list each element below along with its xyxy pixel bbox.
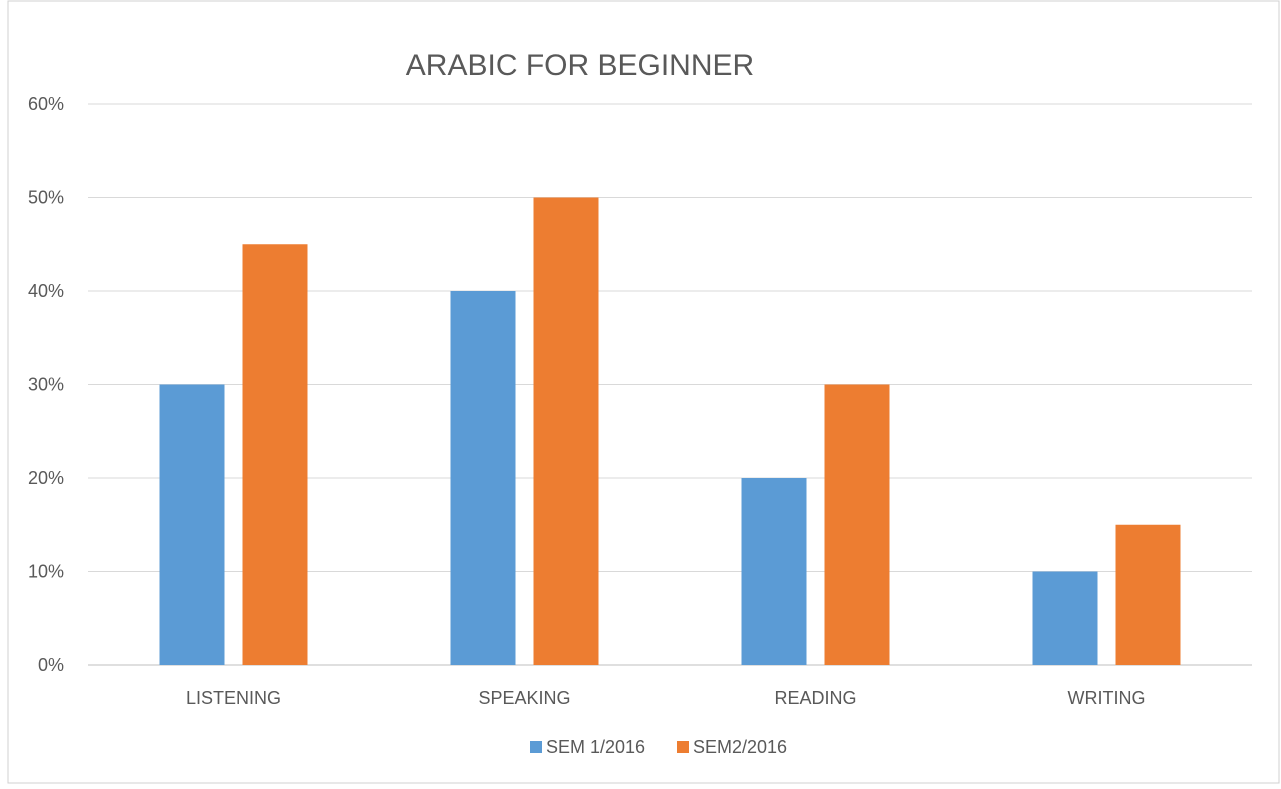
y-tick-label: 0% [38,655,64,675]
bar-reading-series-2 [824,384,890,665]
y-tick-label: 10% [28,562,64,582]
legend-label-series-2: SEM2/2016 [693,737,787,757]
x-tick-label: SPEAKING [478,688,570,708]
legend-swatch-series-1 [530,741,542,753]
bar-listening-series-1 [159,384,225,665]
y-axis-tick-labels: 0% 10% 20% 30% 40% 50% 60% [28,94,64,675]
chart-title: ARABIC FOR BEGINNER [406,49,754,82]
bar-listening-series-2 [242,244,308,665]
y-tick-label: 60% [28,94,64,114]
y-tick-label: 30% [28,375,64,395]
x-tick-label: WRITING [1068,688,1146,708]
legend: SEM 1/2016 SEM2/2016 [530,737,787,757]
bars [159,197,1181,665]
bar-speaking-series-1 [450,291,516,665]
bar-speaking-series-2 [533,197,599,665]
legend-label-series-1: SEM 1/2016 [546,737,645,757]
x-tick-label: LISTENING [186,688,281,708]
legend-swatch-series-2 [677,741,689,753]
bar-writing-series-2 [1115,524,1181,665]
y-tick-label: 20% [28,468,64,488]
x-axis-tick-labels: LISTENING SPEAKING READING WRITING [186,688,1146,708]
bar-reading-series-1 [741,478,807,665]
x-tick-label: READING [774,688,856,708]
y-tick-label: 40% [28,281,64,301]
y-tick-label: 50% [28,188,64,208]
bar-writing-series-1 [1032,571,1098,665]
